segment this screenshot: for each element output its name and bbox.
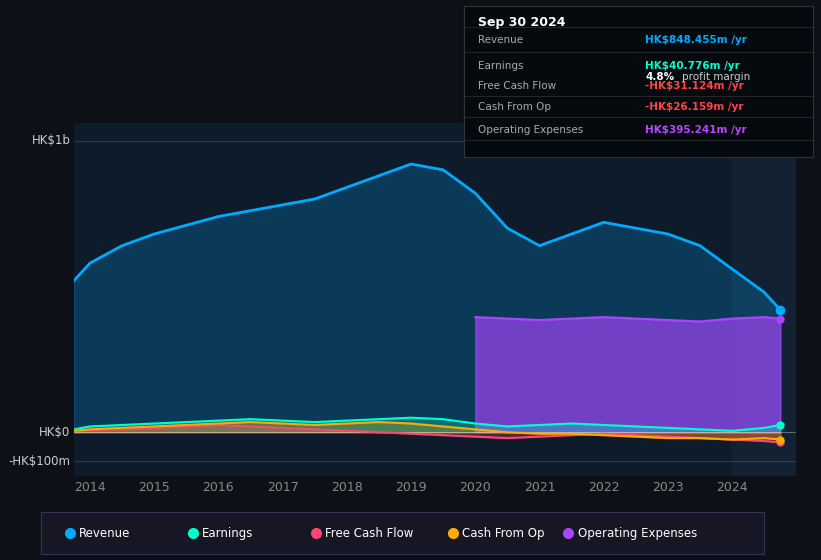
Text: HK$40.776m /yr: HK$40.776m /yr [645,61,740,71]
Text: Free Cash Flow: Free Cash Flow [325,527,413,540]
Text: profit margin: profit margin [682,72,750,82]
Text: Revenue: Revenue [80,527,131,540]
Text: Cash From Op: Cash From Op [462,527,545,540]
Text: Earnings: Earnings [478,61,523,71]
Text: Operating Expenses: Operating Expenses [478,124,583,134]
Bar [732,123,796,476]
Text: HK$0: HK$0 [39,426,71,439]
Text: HK$1b: HK$1b [31,134,71,147]
Text: 4.8%: 4.8% [645,72,674,82]
Text: Operating Expenses: Operating Expenses [578,527,697,540]
Text: HK$848.455m /yr: HK$848.455m /yr [645,35,747,45]
Text: HK$395.241m /yr: HK$395.241m /yr [645,124,747,134]
Text: Cash From Op: Cash From Op [478,102,551,112]
Text: -HK$31.124m /yr: -HK$31.124m /yr [645,81,744,91]
Text: Earnings: Earnings [202,527,254,540]
Text: Free Cash Flow: Free Cash Flow [478,81,556,91]
Text: Revenue: Revenue [478,35,523,45]
Text: Sep 30 2024: Sep 30 2024 [478,16,566,29]
Text: -HK$100m: -HK$100m [8,455,71,468]
Text: -HK$26.159m /yr: -HK$26.159m /yr [645,102,744,112]
